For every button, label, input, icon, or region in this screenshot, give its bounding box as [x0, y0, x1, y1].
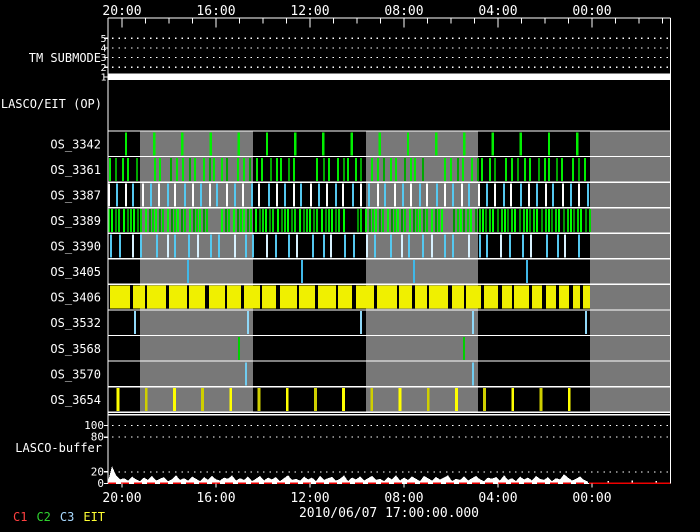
submode-ytick-label: 4 [100, 43, 106, 54]
bottom-axis: 20:00 16:00 12:00 08:00 04:00 00:00 [102, 483, 612, 506]
observation-band [140, 131, 253, 413]
event-bar-gap [241, 285, 244, 309]
top-axis-label: 04:00 [478, 4, 517, 19]
submode-ytick-label: 2 [100, 63, 106, 74]
row-OS_3570: OS_3570 [50, 362, 474, 386]
row-OS_3389: OS_3389 [50, 208, 591, 232]
observation-band [366, 131, 478, 413]
row-label: OS_3405 [50, 265, 101, 279]
row-label: OS_3406 [50, 291, 101, 305]
event-bar-gap [336, 285, 338, 309]
row-OS_3406: OS_3406 [50, 285, 590, 309]
top-axis-label: 20:00 [102, 4, 141, 19]
bottom-axis-label: 20:00 [102, 491, 141, 506]
row-OS_3532: OS_3532 [50, 311, 587, 335]
event-bar-gap [481, 285, 484, 309]
event-bar-gap [569, 285, 573, 309]
tm-submode-label: TM SUBMODE [29, 51, 101, 65]
event-bar-gap [412, 285, 415, 309]
event-bar-gap [225, 285, 227, 309]
top-axis: 20:00 16:00 12:00 08:00 04:00 00:00 [102, 4, 671, 28]
buffer-usage-trace [108, 466, 588, 484]
submode-value-line [108, 73, 671, 80]
bottom-axis-label: 16:00 [196, 491, 235, 506]
lasco-eit-panel: LASCO/EIT (OP) [1, 97, 102, 111]
legend-item-EIT: EIT [83, 510, 106, 524]
event-bar-gap [464, 285, 466, 309]
row-OS_3387: OS_3387 [50, 183, 589, 207]
event-bar-gap [556, 285, 559, 309]
event-bar-gap [130, 285, 133, 309]
bottom-axis-label: 04:00 [478, 491, 517, 506]
row-OS_3361: OS_3361 [50, 157, 586, 181]
event-bar-gap [297, 285, 299, 309]
buffer-ytick-label: 100 [84, 419, 104, 432]
lasco-buffer-label: LASCO-buffer [15, 441, 102, 455]
row-label: OS_3570 [50, 367, 101, 381]
event-bar-gap [498, 285, 502, 309]
os-rows: OS_3342 OS_3361 OS_3387 OS_3389 OS_3390 OS_34… [50, 130, 671, 413]
event-bar-gap [542, 285, 546, 309]
event-bar-gap [187, 285, 189, 309]
event-bar-gap [512, 285, 514, 309]
submode-ytick-label: 1 [100, 72, 106, 83]
camera-legend: C1 C2 C3 EIT [13, 510, 114, 524]
event-bar-gap [315, 285, 318, 309]
row-label: OS_3387 [50, 188, 101, 202]
row-label: OS_3390 [50, 240, 101, 254]
row-OS_3654: OS_3654 [50, 387, 571, 411]
row-OS_3405: OS_3405 [50, 260, 528, 284]
event-bar-gap [580, 285, 583, 309]
event-bar-gap [427, 285, 429, 309]
top-axis-label: 12:00 [290, 4, 329, 19]
row-label: OS_3361 [50, 163, 101, 177]
row-label: OS_3389 [50, 214, 101, 228]
event-bar-gap [166, 285, 169, 309]
event-bar-gap [352, 285, 356, 309]
top-axis-label: 00:00 [572, 4, 611, 19]
bottom-axis-label: 12:00 [290, 491, 329, 506]
lasco-eit-label: LASCO/EIT (OP) [1, 97, 102, 111]
event-bar-gap [397, 285, 399, 309]
event-bar-gap [145, 285, 147, 309]
event-bar-gap [260, 285, 262, 309]
top-axis-label: 08:00 [384, 4, 423, 19]
buffer-ytick-label: 0 [97, 477, 104, 490]
event-bar-gap [529, 285, 532, 309]
row-OS_3568: OS_3568 [50, 336, 465, 360]
event-bar-gap [205, 285, 209, 309]
buffer-ytick-label: 20 [91, 465, 104, 478]
row-label: OS_3342 [50, 137, 101, 151]
top-axis-label: 16:00 [196, 4, 235, 19]
event-bar [110, 285, 590, 309]
row-label: OS_3654 [50, 393, 101, 407]
buffer-ytick-label: 80 [91, 431, 104, 444]
event-bar-gap [374, 285, 377, 309]
bottom-axis-label: 08:00 [384, 491, 423, 506]
legend-item-C2: C2 [36, 510, 51, 524]
legend-item-C1: C1 [13, 510, 28, 524]
row-label: OS_3532 [50, 316, 101, 330]
bottom-axis-label: 00:00 [572, 491, 611, 506]
submode-ytick-label: 5 [100, 34, 106, 45]
submode-ytick-label: 3 [100, 53, 106, 64]
legend-item-C3: C3 [59, 510, 75, 524]
event-bar-gap [276, 285, 280, 309]
row-OS_3342: OS_3342 [50, 132, 579, 156]
observation-band [590, 131, 670, 413]
event-bar-gap [448, 285, 452, 309]
row-label: OS_3568 [50, 342, 101, 356]
footer-timestamp: 2010/06/07 17:00:00.000 [298, 506, 479, 521]
row-OS_3390: OS_3390 [50, 234, 580, 258]
